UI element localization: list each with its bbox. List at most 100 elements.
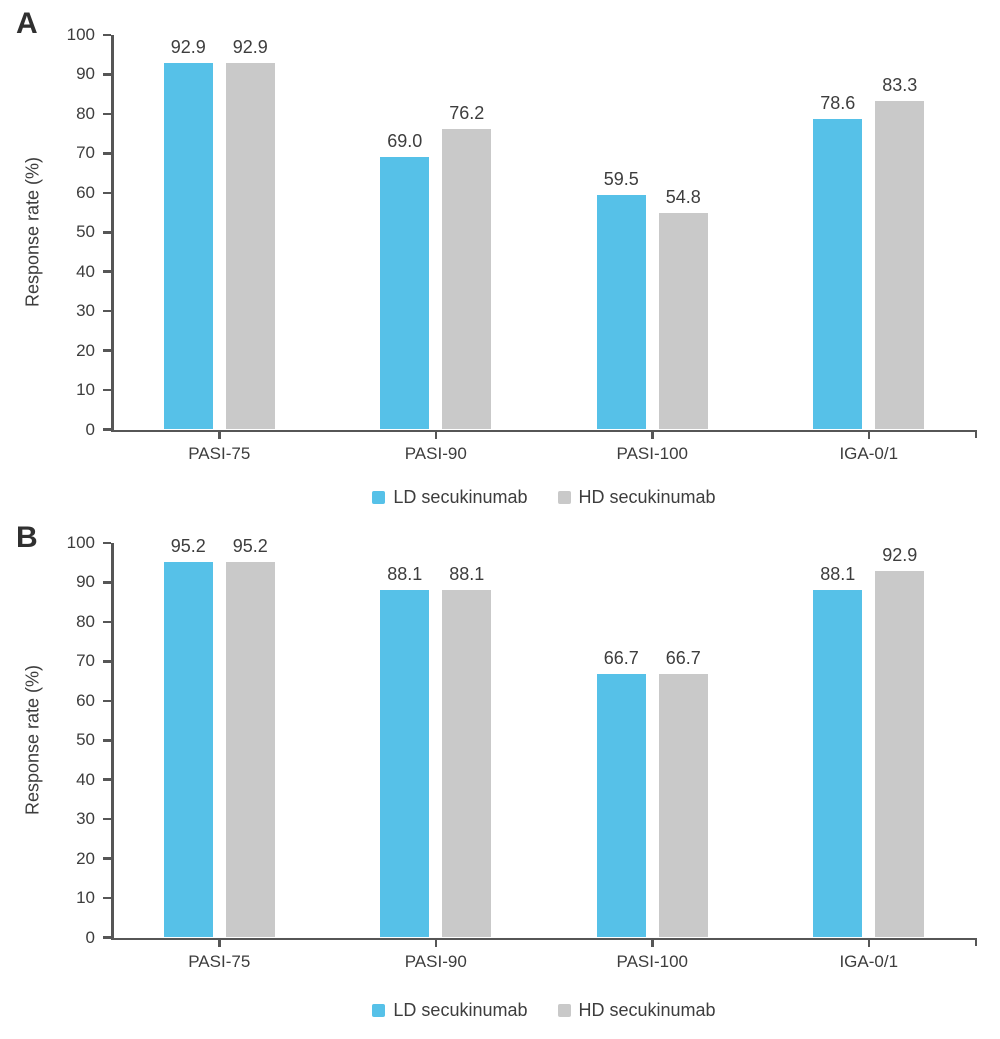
bar-hd-pasi-75	[225, 63, 275, 430]
y-tick	[103, 817, 111, 821]
y-tick-label: 60	[76, 690, 95, 710]
legend-swatch-ld-icon	[372, 490, 386, 504]
y-tick	[103, 778, 111, 781]
bar-ld-pasi-90	[380, 157, 430, 430]
y-tick-label: 40	[76, 769, 95, 789]
category-label-pasi-100: PASI-100	[616, 951, 689, 971]
category-label-pasi-75: PASI-75	[188, 951, 251, 971]
x-tick	[218, 940, 221, 947]
y-axis-title: Response rate (%)	[22, 157, 43, 308]
category-label-pasi-90: PASI-90	[404, 951, 467, 971]
x-axis-end-tick	[974, 429, 977, 438]
legend-item-ld: LD secukinumab	[372, 486, 528, 508]
bar-value-label: 92.9	[232, 37, 268, 57]
bar-hd-pasi-90	[442, 128, 492, 430]
bar-ld-pasi-75	[163, 63, 213, 430]
bar-hd-iga-0/1	[875, 100, 925, 430]
x-tick	[867, 432, 870, 439]
panel-label-b: B	[16, 521, 38, 554]
y-tick	[103, 33, 111, 37]
y-axis-line	[111, 35, 114, 432]
y-tick-label: 0	[85, 419, 95, 439]
y-tick	[103, 231, 111, 234]
bar-value-label: 92.9	[170, 37, 206, 57]
x-tick	[218, 432, 221, 439]
bar-hd-pasi-75	[225, 561, 275, 938]
y-tick-label: 80	[76, 611, 95, 631]
legend-swatch-hd-icon	[557, 1003, 571, 1017]
y-tick-label: 70	[76, 143, 95, 163]
legend-label: LD secukinumab	[393, 1000, 528, 1020]
y-tick-label: 60	[76, 182, 95, 202]
x-axis-line	[111, 429, 977, 432]
y-tick	[103, 699, 111, 703]
y-tick	[103, 581, 111, 584]
y-tick	[103, 739, 111, 742]
bar-value-label: 59.5	[603, 168, 639, 189]
bar-value-label: 66.7	[665, 648, 701, 669]
y-tick	[103, 388, 111, 392]
y-tick	[103, 270, 111, 273]
y-axis-line	[111, 543, 114, 940]
bar-ld-pasi-100	[596, 674, 646, 938]
bar-hd-pasi-100	[658, 213, 708, 430]
category-label-iga-0/1: IGA-0/1	[839, 443, 899, 463]
y-tick-label: 40	[76, 261, 95, 281]
y-tick-label: 0	[85, 927, 95, 947]
legend-label: LD secukinumab	[393, 487, 528, 507]
y-tick	[103, 620, 111, 624]
y-tick-label: 10	[76, 888, 95, 908]
y-tick	[103, 541, 111, 545]
y-tick-label: 20	[76, 848, 95, 868]
y-tick	[103, 660, 111, 663]
y-tick-label: 50	[76, 222, 95, 242]
y-tick-label: 30	[76, 809, 95, 829]
y-tick	[103, 349, 111, 352]
legend-swatch-hd-icon	[557, 490, 571, 504]
y-tick-label: 70	[76, 651, 95, 671]
bar-value-label: 88.1	[387, 563, 423, 584]
bar-ld-pasi-100	[596, 194, 646, 430]
y-tick-label: 10	[76, 380, 95, 400]
bar-value-label: 83.3	[882, 74, 918, 95]
bar-value-label: 95.2	[170, 535, 206, 556]
legend-label: HD secukinumab	[578, 487, 716, 507]
y-tick	[103, 428, 111, 431]
bar-ld-iga-0/1	[813, 589, 863, 938]
y-tick	[103, 936, 111, 939]
x-axis-end-tick	[974, 937, 977, 946]
y-tick	[103, 152, 111, 155]
bar-hd-pasi-100	[658, 674, 708, 938]
bar-ld-pasi-75	[163, 561, 213, 938]
category-label-iga-0/1: IGA-0/1	[839, 951, 899, 971]
category-label-pasi-75: PASI-75	[188, 443, 251, 463]
bar-value-label: 88.1	[820, 563, 856, 584]
y-tick-label: 20	[76, 340, 95, 360]
legend-item-hd: HD secukinumab	[557, 999, 716, 1021]
bar-value-label: 76.2	[449, 102, 485, 123]
y-tick	[103, 857, 111, 860]
legend: LD secukinumab HD secukinumab	[111, 486, 977, 508]
panel-label-a: A	[16, 7, 38, 40]
y-tick-label: 90	[76, 64, 95, 84]
bar-hd-pasi-90	[442, 589, 492, 938]
bar-ld-iga-0/1	[813, 119, 863, 430]
bar-ld-pasi-90	[380, 589, 430, 938]
bar-value-label: 92.9	[882, 545, 918, 565]
bar-value-label: 88.1	[449, 563, 485, 584]
bar-value-label: 95.2	[232, 535, 268, 556]
y-tick-label: 50	[76, 730, 95, 750]
bar-value-label: 66.7	[603, 648, 639, 669]
y-tick	[103, 309, 111, 313]
bar-hd-iga-0/1	[875, 571, 925, 938]
legend-item-ld: LD secukinumab	[372, 999, 528, 1021]
legend-swatch-ld-icon	[372, 1003, 386, 1017]
y-tick	[103, 896, 111, 900]
x-tick	[867, 940, 870, 947]
legend-label: HD secukinumab	[578, 1000, 716, 1020]
bar-value-label: 54.8	[665, 187, 701, 208]
bar-value-label: 69.0	[387, 131, 423, 152]
y-tick	[103, 112, 111, 116]
x-axis-line	[111, 937, 977, 940]
